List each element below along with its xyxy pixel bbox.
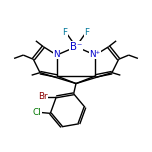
Text: Cl: Cl <box>33 108 42 117</box>
Text: N⁺: N⁺ <box>90 50 101 59</box>
Text: Br: Br <box>38 92 47 101</box>
Text: B⁻: B⁻ <box>70 42 82 52</box>
Text: F: F <box>84 28 89 37</box>
Text: N: N <box>54 50 60 59</box>
Text: F: F <box>63 28 68 37</box>
